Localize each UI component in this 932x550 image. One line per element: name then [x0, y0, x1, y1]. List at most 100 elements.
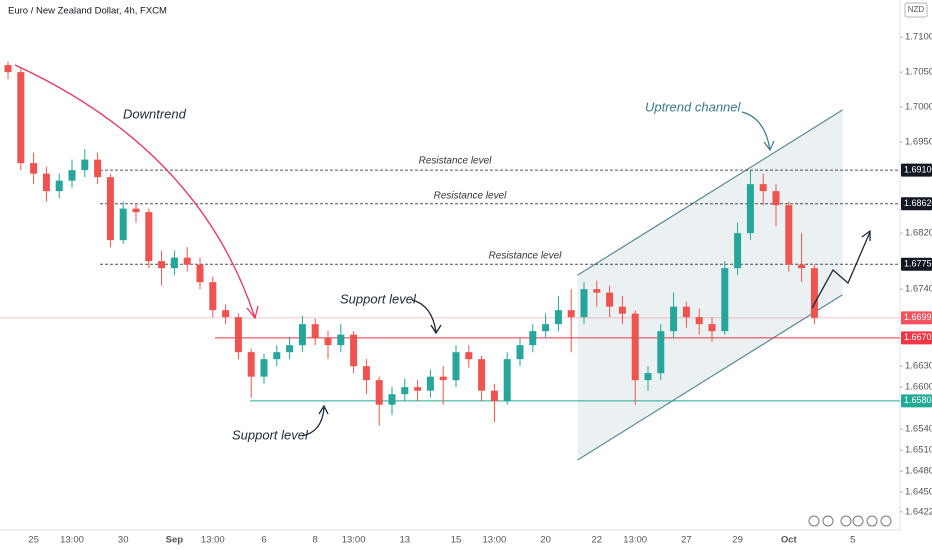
y-tick-label: 1.71000	[905, 32, 932, 43]
candle-body	[644, 373, 652, 381]
candle-body	[580, 289, 588, 318]
price-tag-label: 1.66705	[904, 332, 932, 342]
y-tick-label: 1.67400	[905, 284, 932, 295]
icon[interactable]	[822, 515, 834, 527]
currency: NZD	[908, 5, 925, 14]
x-tick-label: 27	[681, 535, 692, 546]
annotation: Uptrend channel	[645, 99, 742, 114]
candle-body	[145, 212, 153, 262]
x-tick-label: 8	[313, 535, 318, 546]
y-tick-label: 1.69500	[905, 137, 932, 148]
annotation: Resistance level	[489, 251, 563, 262]
y-tick-label: 1.65400	[905, 424, 932, 435]
candle-body	[516, 345, 524, 360]
projection-arrow-head	[861, 229, 871, 241]
candle-body	[55, 180, 63, 192]
annotation: Resistance level	[419, 156, 493, 167]
candle-body	[158, 261, 166, 269]
candle-body	[657, 331, 665, 374]
x-tick-label: 13:00	[623, 535, 647, 546]
toolbar-icons	[808, 515, 892, 527]
y-tick-label: 1.68200	[905, 228, 932, 239]
candle-body	[798, 264, 806, 269]
annotation: Resistance level	[434, 191, 508, 202]
candle-body	[81, 159, 89, 171]
candle-body	[785, 205, 793, 265]
candle-body	[478, 359, 486, 391]
x-tick-label: 13	[400, 535, 411, 546]
price-tag	[901, 257, 932, 271]
x-tick-label: Sep	[166, 535, 184, 546]
candle-body	[196, 264, 204, 283]
candle-body	[439, 376, 447, 381]
candle-body	[721, 268, 729, 332]
candle-body	[286, 345, 294, 353]
annotation: Downtrend	[123, 106, 187, 121]
icon[interactable]	[880, 515, 892, 527]
support-callout-head	[318, 404, 329, 415]
y-tick-label: 1.64220	[905, 506, 932, 517]
candle-body	[324, 338, 332, 346]
candle-body	[170, 257, 178, 269]
candle-body	[426, 376, 434, 391]
icon[interactable]	[808, 515, 820, 527]
currency-box	[904, 2, 928, 18]
x-tick-label: 13:00	[342, 535, 366, 546]
x-tick-label: 5	[850, 535, 855, 546]
y-tick-label: 1.64500	[905, 487, 932, 498]
price-tag	[901, 197, 932, 211]
candle-body	[94, 159, 102, 178]
x-tick-label: Oct	[781, 535, 798, 546]
x-tick-label: 6	[261, 535, 266, 546]
candle-body	[132, 208, 140, 213]
y-tick-label: 1.65100	[905, 445, 932, 456]
candle-body	[759, 184, 767, 192]
candle-body	[362, 366, 370, 381]
uptrend-callout-head	[763, 140, 775, 152]
candle-body	[260, 359, 268, 377]
price-tag-label: 1.68620	[904, 198, 932, 208]
icon[interactable]	[866, 515, 878, 527]
candle-body	[772, 191, 780, 206]
candle-body	[401, 387, 409, 395]
channel-upper	[577, 109, 843, 276]
candle-body	[734, 233, 742, 269]
price-tag	[901, 163, 932, 177]
candle-body	[311, 324, 319, 339]
candle-body	[30, 163, 38, 174]
candle-body	[183, 257, 191, 265]
candle-body	[222, 310, 230, 318]
candle-body	[810, 268, 818, 318]
candle-body	[682, 306, 690, 318]
candle-body	[695, 317, 703, 325]
candle-body	[503, 359, 511, 402]
candle-body	[542, 324, 550, 332]
front-layer: Euro / New Zealand Dollar, 4h, FXCM Down…	[8, 2, 928, 527]
y-tick-label: 1.70000	[905, 102, 932, 113]
candle-body	[350, 334, 358, 367]
price-tag	[901, 394, 932, 408]
candle-body	[247, 352, 255, 377]
candle-body	[490, 390, 498, 402]
candle-body	[670, 306, 678, 332]
axis-layer: 1.71000 1.70500 1.70000 1.69500 1.68200 1.674…	[28, 32, 932, 546]
candle-body	[631, 313, 639, 381]
y-tick-label: 1.64800	[905, 466, 932, 477]
candles	[4, 61, 818, 426]
candle-body	[618, 306, 626, 314]
candle-body	[68, 170, 76, 181]
candle-body	[42, 173, 50, 192]
price-tag-label: 1.65805	[904, 395, 932, 405]
candle-body	[708, 324, 716, 332]
price-tag-label: 1.67755	[904, 259, 932, 269]
icon[interactable]	[852, 515, 864, 527]
icon[interactable]	[840, 515, 852, 527]
candle-body	[337, 334, 345, 346]
downtrend-arrow-head	[246, 305, 259, 320]
x-tick-label: 13:00	[483, 535, 507, 546]
x-tick-label: 20	[540, 535, 551, 546]
candle-body	[529, 331, 537, 346]
projection-arrow	[811, 231, 871, 309]
x-tick-label: 29	[732, 535, 743, 546]
